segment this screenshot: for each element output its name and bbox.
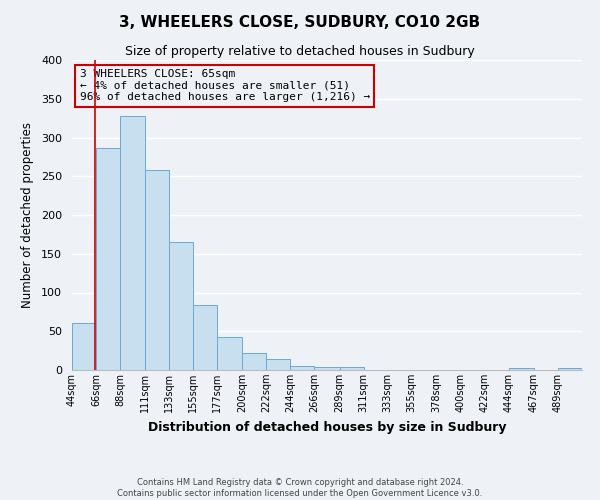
X-axis label: Distribution of detached houses by size in Sudbury: Distribution of detached houses by size … [148,420,506,434]
Bar [242,353,266,370]
Bar [558,368,582,370]
Bar [290,366,314,370]
Bar [169,242,193,370]
Bar [145,170,169,370]
Text: Size of property relative to detached houses in Sudbury: Size of property relative to detached ho… [125,45,475,58]
Bar [266,359,290,370]
Bar [96,148,120,370]
Text: Contains HM Land Registry data © Crown copyright and database right 2024.
Contai: Contains HM Land Registry data © Crown c… [118,478,482,498]
Bar [120,116,145,370]
Text: 3, WHEELERS CLOSE, SUDBURY, CO10 2GB: 3, WHEELERS CLOSE, SUDBURY, CO10 2GB [119,15,481,30]
Bar [72,322,96,370]
Text: 3 WHEELERS CLOSE: 65sqm
← 4% of detached houses are smaller (51)
96% of detached: 3 WHEELERS CLOSE: 65sqm ← 4% of detached… [80,70,370,102]
Bar [217,338,242,370]
Bar [314,367,340,370]
Bar [340,367,364,370]
Y-axis label: Number of detached properties: Number of detached properties [21,122,34,308]
Bar [509,368,534,370]
Bar [193,305,217,370]
